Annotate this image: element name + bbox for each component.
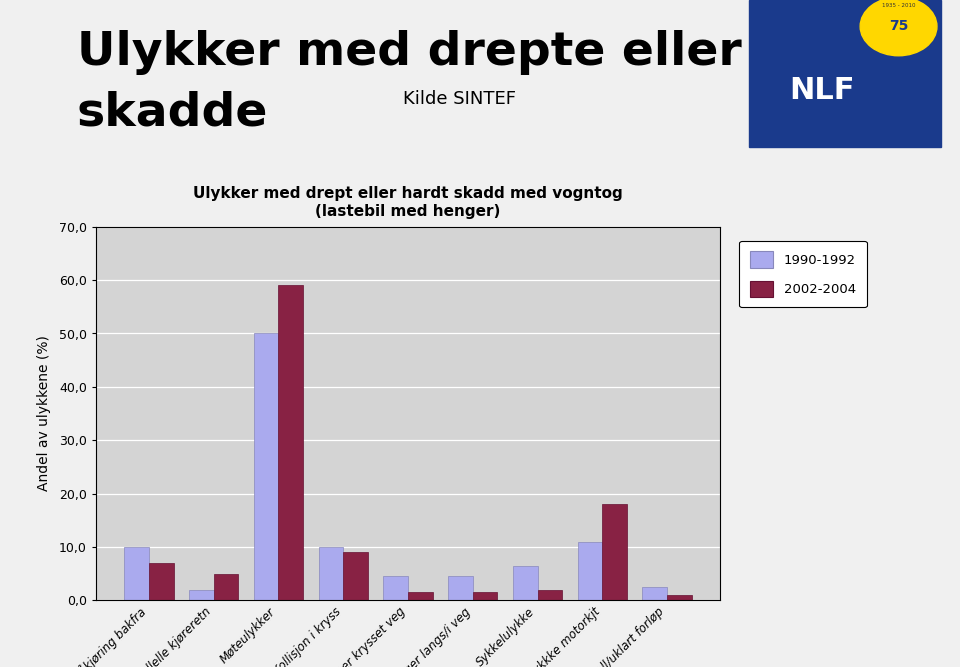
Bar	[344, 552, 368, 600]
Legend: 1990-1992, 2002-2004: 1990-1992, 2002-2004	[739, 241, 867, 307]
Circle shape	[860, 0, 937, 56]
Bar	[214, 574, 238, 600]
Bar	[125, 547, 149, 600]
Bar	[602, 504, 627, 600]
Text: Kilde SINTEF: Kilde SINTEF	[403, 90, 516, 108]
Bar	[383, 576, 408, 600]
Bar	[578, 542, 602, 600]
Text: 75: 75	[889, 19, 908, 33]
Bar	[642, 587, 667, 600]
Bar	[189, 590, 214, 600]
Bar	[319, 547, 344, 600]
Text: skadde: skadde	[77, 90, 268, 135]
Text: Ulykker med drepte eller: Ulykker med drepte eller	[77, 30, 741, 75]
Bar	[667, 595, 691, 600]
Bar	[448, 576, 472, 600]
Bar	[278, 285, 303, 600]
Title: Ulykker med drept eller hardt skadd med vogntog
(lastebil med henger): Ulykker med drept eller hardt skadd med …	[193, 186, 623, 219]
Text: 1935 - 2010: 1935 - 2010	[882, 3, 915, 8]
Y-axis label: Andel av ulykkene (%): Andel av ulykkene (%)	[36, 336, 51, 492]
Bar	[408, 592, 433, 600]
Bar	[149, 563, 174, 600]
Text: NLF: NLF	[789, 77, 854, 105]
Bar	[472, 592, 497, 600]
Bar	[253, 334, 278, 600]
Bar	[513, 566, 538, 600]
Bar	[538, 590, 563, 600]
